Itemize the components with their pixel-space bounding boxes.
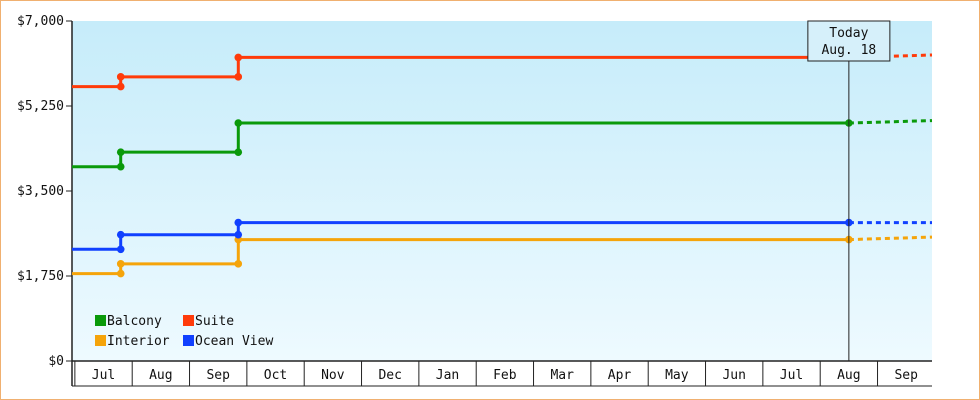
series-projection <box>848 235 933 242</box>
today-label: Today <box>829 26 868 41</box>
series-balcony <box>72 119 933 171</box>
x-tick-label: Dec <box>378 368 401 383</box>
series-line <box>72 121 849 169</box>
x-tick-label: Jan <box>436 368 459 383</box>
x-tick-label: Feb <box>493 368 517 383</box>
legend-item: Balcony <box>95 314 162 329</box>
x-tick-label: Oct <box>264 368 287 383</box>
data-point <box>116 260 125 268</box>
data-point <box>116 82 125 91</box>
axes: $0 $1,750 $3,500 $5,250 $7,000 Jul Aug Sep Oct No… <box>17 14 932 387</box>
data-point <box>234 148 243 156</box>
legend-label: Interior <box>107 334 170 349</box>
series-projection <box>848 119 933 125</box>
data-point <box>116 162 125 171</box>
legend-swatch <box>95 335 106 346</box>
legend-item: Interior <box>95 334 170 349</box>
data-point <box>116 73 125 81</box>
data-point <box>116 230 125 239</box>
legend-label: Ocean View <box>195 334 273 349</box>
series-line <box>72 221 849 251</box>
legend-swatch <box>183 315 194 326</box>
today-marker: Today Aug. 18 <box>807 20 891 361</box>
x-tick-label: Nov <box>321 368 345 383</box>
x-tick-label: Jul <box>780 368 803 383</box>
plot-background <box>72 21 932 361</box>
data-point <box>116 148 125 156</box>
series-line <box>72 238 849 276</box>
x-tick-label: Apr <box>608 368 632 383</box>
today-box <box>807 20 891 62</box>
x-tick-label: Jun <box>722 368 745 383</box>
legend-swatch <box>183 335 194 346</box>
data-point <box>234 230 243 239</box>
x-tick-label: Sep <box>206 368 230 383</box>
y-tick-label: $5,250 <box>17 99 64 114</box>
legend-label: Suite <box>195 314 234 329</box>
data-point <box>234 53 243 62</box>
legend-swatch <box>95 315 106 326</box>
data-point <box>234 218 243 227</box>
x-tick-label: May <box>665 368 689 383</box>
series-line <box>72 55 849 89</box>
x-tick-label: Jul <box>92 368 115 383</box>
legend-item: Ocean View <box>183 334 273 349</box>
y-tick-label: $3,500 <box>17 184 64 199</box>
legend-label: Balcony <box>107 314 162 329</box>
y-tick-label: $7,000 <box>17 14 64 29</box>
data-point <box>234 73 243 81</box>
x-tick-label: Aug <box>837 368 860 383</box>
today-date: Aug. 18 <box>821 43 876 58</box>
y-tick-label: $0 <box>48 354 64 369</box>
data-point <box>234 260 243 268</box>
legend-item: Suite <box>183 314 234 329</box>
data-point <box>116 269 125 278</box>
y-tick-label: $1,750 <box>17 269 64 284</box>
x-tick-label: Aug <box>149 368 172 383</box>
legend: Balcony Suite Interior Ocean View <box>95 314 273 349</box>
data-point <box>116 245 125 254</box>
x-tick-label: Mar <box>550 368 574 383</box>
x-tick-label: Sep <box>894 368 918 383</box>
data-point <box>234 119 243 127</box>
